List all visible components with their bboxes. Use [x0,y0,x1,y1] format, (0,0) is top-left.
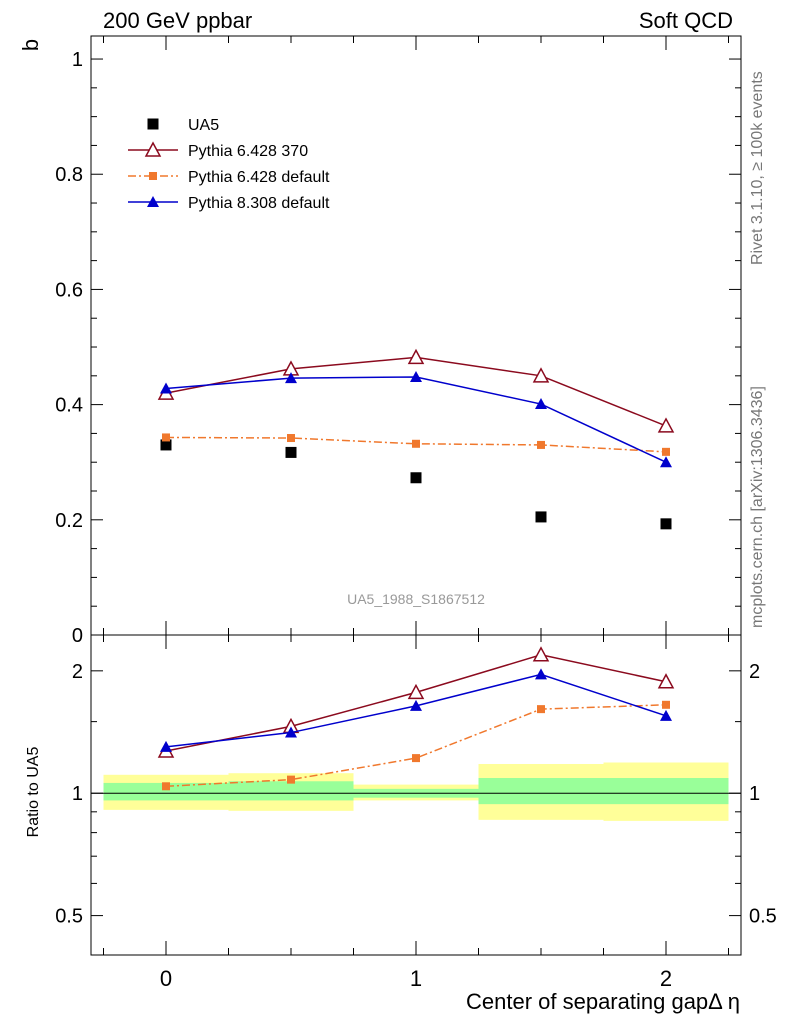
analysis-watermark: UA5_1988_S1867512 [347,591,485,607]
main-ytick-label: 0.8 [55,164,83,186]
main-ytick-label: 0.4 [55,395,83,417]
main-data-point [537,440,545,449]
ratio-data-point [410,699,422,711]
legend-marker [144,141,162,157]
main-ytick-label: 0.6 [55,279,83,301]
main-ytick-label: 1 [72,49,83,71]
main-data-point [662,447,670,456]
main-data-point [285,446,297,458]
main-data-point [287,434,295,443]
main-series [157,348,675,530]
main-data-point [660,518,672,530]
main-series-line [165,436,667,453]
ratio-ytick-label-left: 0.5 [55,906,83,928]
ratio-data-point [660,709,672,721]
main-series-line [165,376,667,463]
ratio-ytick-label-right: 0.5 [749,906,777,928]
band-inner [478,778,604,805]
x-tick-label: 2 [660,966,672,991]
ratio-data-point [287,775,295,784]
main-data-point [657,417,675,433]
main-data-point [160,382,172,394]
main-data-point [532,367,550,383]
legend-marker [147,196,159,207]
band-inner [603,778,729,805]
main-axes: 0 0.2 0.4 0.6 0.8 1 [55,35,742,647]
legend-label: Pythia 8.308 default [188,195,330,212]
ratio-data-point [162,782,170,791]
ratio-data-point [662,700,670,709]
main-ylabel: b [18,39,43,51]
ratio-axes: 0.5 0.5 1 1 2 2 0 1 2 [55,634,777,991]
main-data-point [407,348,425,365]
ratio-data-point [412,754,420,763]
main-ytick-label: 0 [72,625,83,647]
ratio-data-point [657,673,675,689]
legend-label: UA5 [188,117,219,134]
main-data-point [535,511,547,523]
legend-marker [147,118,159,130]
header-left: 200 GeV ppbar [103,8,252,33]
ratio-ylabel: Ratio to UA5 [25,747,42,838]
header-right: Soft QCD [639,8,733,33]
ratio-ytick-label-right: 1 [749,783,760,805]
main-data-point [160,439,172,451]
main-data-point [410,472,422,484]
band-inner [103,782,229,801]
ratio-data-point [532,646,550,662]
rivet-label: Rivet 3.1.10, ≥ 100k events [749,71,766,265]
ratio-data-point [160,740,172,752]
ratio-ytick-label-right: 2 [749,661,760,683]
main-data-point [285,372,297,384]
legend: UA5 Pythia 6.428 370 Pythia 6.428 default P… [128,117,330,212]
main-data-point [412,439,420,448]
legend-label: Pythia 6.428 370 [188,143,308,160]
legend-label: Pythia 6.428 default [188,169,330,186]
main-data-point [410,370,422,382]
ratio-ytick-label-left: 1 [72,783,83,805]
x-tick-label: 1 [410,966,422,991]
main-data-point [162,433,170,442]
ratio-series [157,646,675,791]
legend-marker [149,172,157,180]
ratio-data-point [407,683,425,700]
mcplots-label: mcplots.cern.ch [arXiv:1306.3436] [749,386,766,628]
main-data-point [660,456,672,468]
ratio-uncertainty-bands [103,762,729,821]
ratio-data-point [537,705,545,714]
band-inner [228,781,354,801]
x-tick-label: 0 [160,966,172,991]
ratio-data-point [535,668,547,680]
ratio-ytick-label-left: 2 [72,661,83,683]
main-series-line [165,356,667,427]
main-ytick-label: 0.2 [55,510,83,532]
main-data-point [535,398,547,410]
x-axis-label: Center of separating gapΔ η [466,989,740,1014]
ratio-data-point [285,726,297,738]
